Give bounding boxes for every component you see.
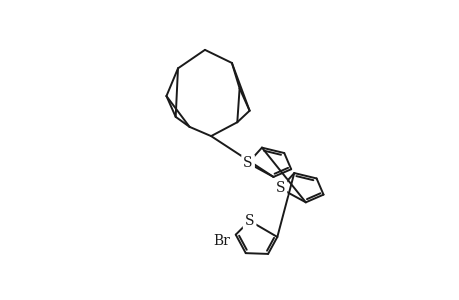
Text: S: S (244, 214, 254, 228)
Text: Br: Br (213, 234, 230, 248)
Text: S: S (243, 156, 252, 170)
Text: S: S (275, 182, 285, 196)
